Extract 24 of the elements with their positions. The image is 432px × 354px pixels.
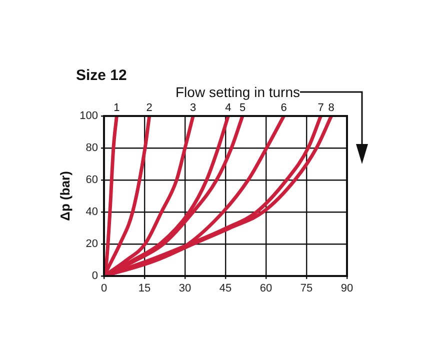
x-tick-label: 90	[340, 282, 354, 295]
series-label: 2	[146, 102, 152, 114]
y-tick-label: 80	[86, 142, 98, 154]
series-label: 1	[114, 102, 120, 114]
series-label: 8	[328, 102, 334, 114]
y-tick-label: 20	[86, 238, 98, 250]
x-tick-label: 60	[260, 282, 272, 295]
x-tick-label: 0	[100, 282, 108, 295]
x-tick-label: 30	[178, 282, 192, 295]
x-tick-label: 75	[300, 282, 313, 295]
y-tick-label: 0	[92, 270, 98, 282]
text: Flow setting in turns	[176, 84, 300, 100]
series-label: 5	[239, 102, 246, 114]
y-tick-label: 40	[86, 206, 98, 218]
y-tick-label: 60	[86, 174, 98, 186]
series-label: 7	[318, 102, 324, 114]
series-label: 3	[190, 102, 196, 114]
x-tick-label: 45	[219, 282, 232, 295]
y-axis-title: Δp (bar)	[57, 171, 72, 221]
chart-title: Size 12	[76, 67, 127, 84]
x-tick-label: 15	[138, 282, 151, 295]
y-tick-label: 100	[80, 110, 98, 122]
series-label: 6	[280, 102, 287, 114]
series-label: 4	[225, 102, 232, 114]
